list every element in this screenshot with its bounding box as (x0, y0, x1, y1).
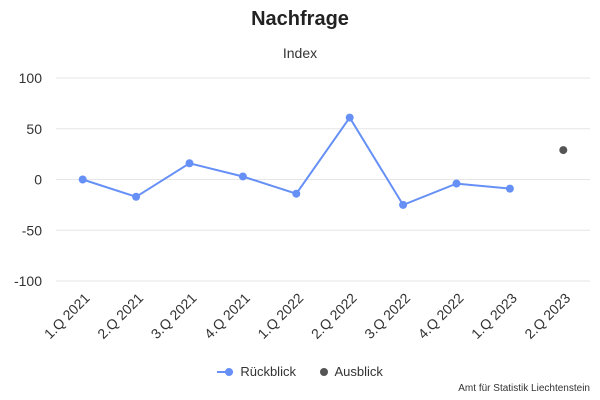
legend-marker-ausblick (319, 368, 328, 376)
x-tick-label: 1.Q 2021 (41, 290, 93, 342)
x-tick-label: 2.Q 2022 (308, 290, 360, 342)
legend-label-rueckblick: Rückblick (240, 364, 296, 379)
data-point-series-0 (132, 192, 141, 201)
data-point-series-0 (78, 175, 87, 184)
legend-item-rueckblick[interactable]: Rückblick (217, 364, 296, 379)
x-tick-label: 3.Q 2021 (148, 290, 200, 342)
x-tick-label: 4.Q 2021 (201, 290, 253, 342)
data-point-series-1 (559, 146, 568, 155)
data-point-series-0 (185, 159, 194, 168)
chart-title: Nachfrage (251, 8, 349, 30)
x-tick-label: 3.Q 2022 (361, 290, 413, 342)
data-point-series-0 (505, 184, 514, 193)
x-tick-label: 1.Q 2022 (254, 290, 306, 342)
chart-subtitle: Index (282, 45, 318, 61)
x-tick-label: 2.Q 2021 (94, 290, 146, 342)
data-point-series-0 (452, 179, 461, 188)
legend-marker-rueckblick (224, 368, 233, 376)
x-tick-label: 2.Q 2023 (521, 290, 573, 342)
data-point-series-0 (238, 172, 247, 181)
legend-label-ausblick: Ausblick (334, 364, 383, 379)
data-point-series-0 (345, 113, 354, 122)
data-point-series-0 (399, 200, 408, 209)
credits[interactable]: Amt für Statistik Liechtenstein (458, 383, 590, 394)
x-tick-label: 1.Q 2023 (468, 290, 520, 342)
x-tick-label: 4.Q 2022 (415, 290, 467, 342)
chart-legend: Rückblick Ausblick (0, 364, 600, 379)
legend-item-ausblick[interactable]: Ausblick (319, 364, 383, 379)
y-tick-label: -50 (22, 222, 42, 238)
y-tick-label: 0 (34, 172, 42, 188)
y-tick-label: 100 (19, 70, 43, 86)
y-tick-label: 50 (26, 121, 42, 137)
y-tick-label: -100 (14, 273, 42, 289)
data-point-series-0 (292, 189, 301, 198)
